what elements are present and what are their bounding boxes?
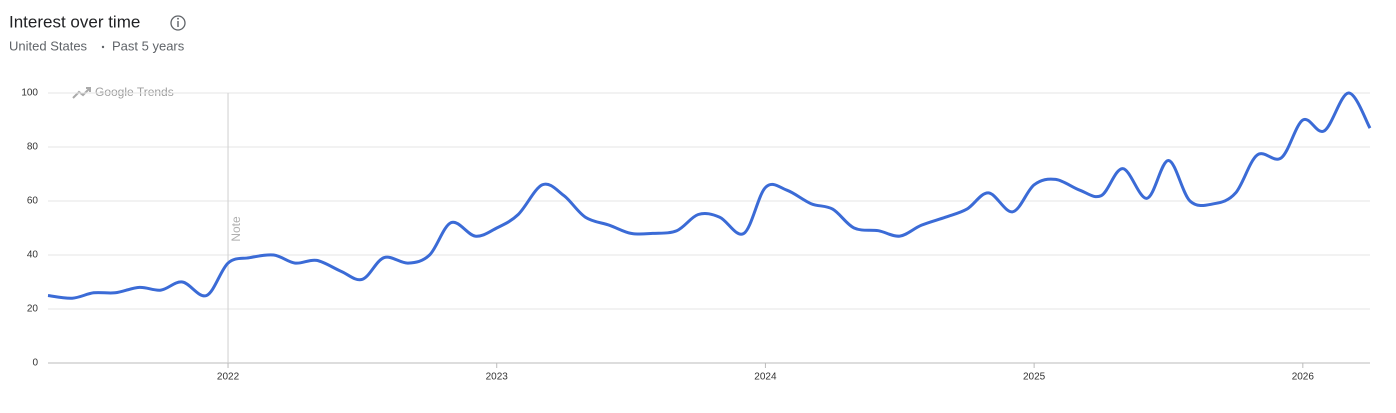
separator bbox=[101, 45, 105, 49]
x-tick-label: 2025 bbox=[1023, 372, 1046, 383]
chart-title: Interest over time bbox=[9, 12, 140, 31]
y-tick-label: 100 bbox=[21, 88, 38, 99]
period: Past 5 years bbox=[112, 38, 185, 53]
info-icon[interactable] bbox=[170, 15, 186, 31]
x-tick-label: 2022 bbox=[217, 372, 240, 383]
x-tick-label: 2024 bbox=[754, 372, 777, 383]
x-tick-label: 2026 bbox=[1292, 372, 1315, 383]
y-tick-label: 0 bbox=[32, 358, 38, 369]
y-tick-label: 80 bbox=[27, 142, 39, 153]
y-tick-label: 60 bbox=[27, 196, 39, 207]
y-tick-label: 40 bbox=[27, 250, 39, 261]
line-series bbox=[47, 91, 1372, 300]
annotation-label: Note bbox=[229, 216, 243, 242]
x-tick-label: 2023 bbox=[486, 372, 509, 383]
watermark: Google Trends bbox=[95, 85, 174, 99]
location: United States bbox=[9, 38, 88, 53]
y-tick-label: 20 bbox=[27, 304, 39, 315]
